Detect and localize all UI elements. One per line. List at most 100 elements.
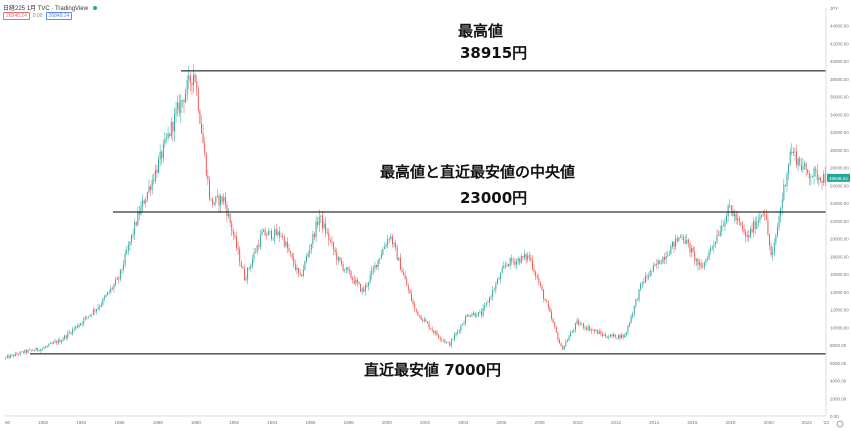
candle[interactable] (68, 329, 70, 334)
candle[interactable] (802, 158, 804, 173)
candle[interactable] (788, 163, 790, 181)
candle[interactable] (312, 230, 314, 249)
candle[interactable] (807, 168, 809, 175)
candle[interactable] (431, 326, 433, 333)
candle[interactable] (86, 316, 88, 321)
candle[interactable] (57, 338, 59, 346)
candle[interactable] (732, 205, 734, 217)
candle[interactable] (679, 234, 681, 239)
candle[interactable] (199, 108, 201, 125)
candle[interactable] (274, 225, 276, 245)
candle[interactable] (477, 311, 479, 317)
candle[interactable] (589, 325, 591, 332)
candle[interactable] (617, 334, 619, 340)
candle[interactable] (442, 338, 444, 343)
candle[interactable] (293, 252, 295, 268)
candle[interactable] (103, 294, 105, 302)
candle[interactable] (633, 305, 635, 318)
candle[interactable] (555, 326, 557, 333)
candle[interactable] (681, 233, 683, 241)
candle[interactable] (255, 248, 257, 254)
candle[interactable] (648, 272, 650, 281)
candle[interactable] (344, 268, 346, 273)
candle[interactable] (439, 335, 441, 342)
candle[interactable] (710, 245, 712, 255)
candle[interactable] (35, 347, 37, 351)
candle[interactable] (65, 334, 67, 340)
candle[interactable] (632, 311, 634, 319)
candle[interactable] (474, 312, 476, 319)
candle[interactable] (256, 244, 258, 255)
candle[interactable] (208, 175, 210, 201)
candle[interactable] (496, 277, 498, 285)
candle[interactable] (333, 241, 335, 256)
candle[interactable] (207, 169, 209, 185)
candle[interactable] (675, 234, 677, 251)
candle[interactable] (356, 277, 358, 288)
candle[interactable] (194, 72, 196, 83)
candle[interactable] (426, 321, 428, 325)
candle[interactable] (423, 316, 425, 323)
candle[interactable] (463, 320, 465, 325)
candle[interactable] (713, 240, 715, 253)
candle[interactable] (578, 318, 580, 327)
candle[interactable] (738, 215, 740, 226)
candle[interactable] (498, 276, 500, 280)
candle[interactable] (692, 245, 694, 253)
candle[interactable] (390, 233, 392, 241)
candle[interactable] (570, 330, 572, 337)
candle[interactable] (301, 273, 303, 277)
candle[interactable] (191, 82, 193, 96)
candle[interactable] (102, 297, 104, 307)
candle[interactable] (616, 337, 618, 340)
candle[interactable] (210, 198, 212, 202)
candle[interactable] (438, 333, 440, 339)
candle[interactable] (535, 270, 537, 281)
candle[interactable] (243, 264, 245, 281)
candle[interactable] (621, 333, 623, 339)
candle[interactable] (83, 317, 85, 327)
candle[interactable] (412, 298, 414, 307)
candle[interactable] (684, 235, 686, 244)
candle[interactable] (329, 237, 331, 244)
candle[interactable] (119, 269, 121, 282)
candle[interactable] (522, 255, 524, 261)
candle[interactable] (107, 292, 109, 296)
candle[interactable] (183, 98, 185, 114)
candle[interactable] (691, 244, 693, 258)
candle[interactable] (749, 226, 751, 239)
candle[interactable] (694, 246, 696, 266)
candle[interactable] (247, 266, 249, 284)
candle[interactable] (568, 334, 570, 342)
candle[interactable] (80, 322, 82, 327)
candle[interactable] (406, 276, 408, 286)
candle[interactable] (290, 250, 292, 258)
candle[interactable] (519, 257, 521, 266)
candle[interactable] (652, 262, 654, 273)
candle[interactable] (446, 341, 448, 345)
candle[interactable] (148, 179, 150, 194)
candle[interactable] (22, 350, 24, 354)
candle[interactable] (722, 220, 724, 227)
candle[interactable] (345, 266, 347, 274)
candle[interactable] (331, 235, 333, 247)
candle[interactable] (821, 179, 823, 190)
candle[interactable] (143, 199, 145, 205)
candle[interactable] (129, 241, 131, 251)
candle[interactable] (376, 264, 377, 270)
candle[interactable] (764, 208, 766, 221)
candle[interactable] (450, 337, 452, 349)
candle[interactable] (751, 223, 753, 234)
candle[interactable] (328, 228, 330, 247)
candle[interactable] (291, 252, 293, 261)
candle[interactable] (452, 339, 454, 341)
candle[interactable] (325, 217, 327, 238)
candle[interactable] (51, 341, 53, 345)
candle[interactable] (341, 257, 342, 267)
candle[interactable] (353, 275, 355, 285)
candle[interactable] (595, 329, 597, 333)
candle[interactable] (605, 331, 607, 338)
candle[interactable] (13, 354, 15, 358)
candle[interactable] (115, 276, 117, 287)
